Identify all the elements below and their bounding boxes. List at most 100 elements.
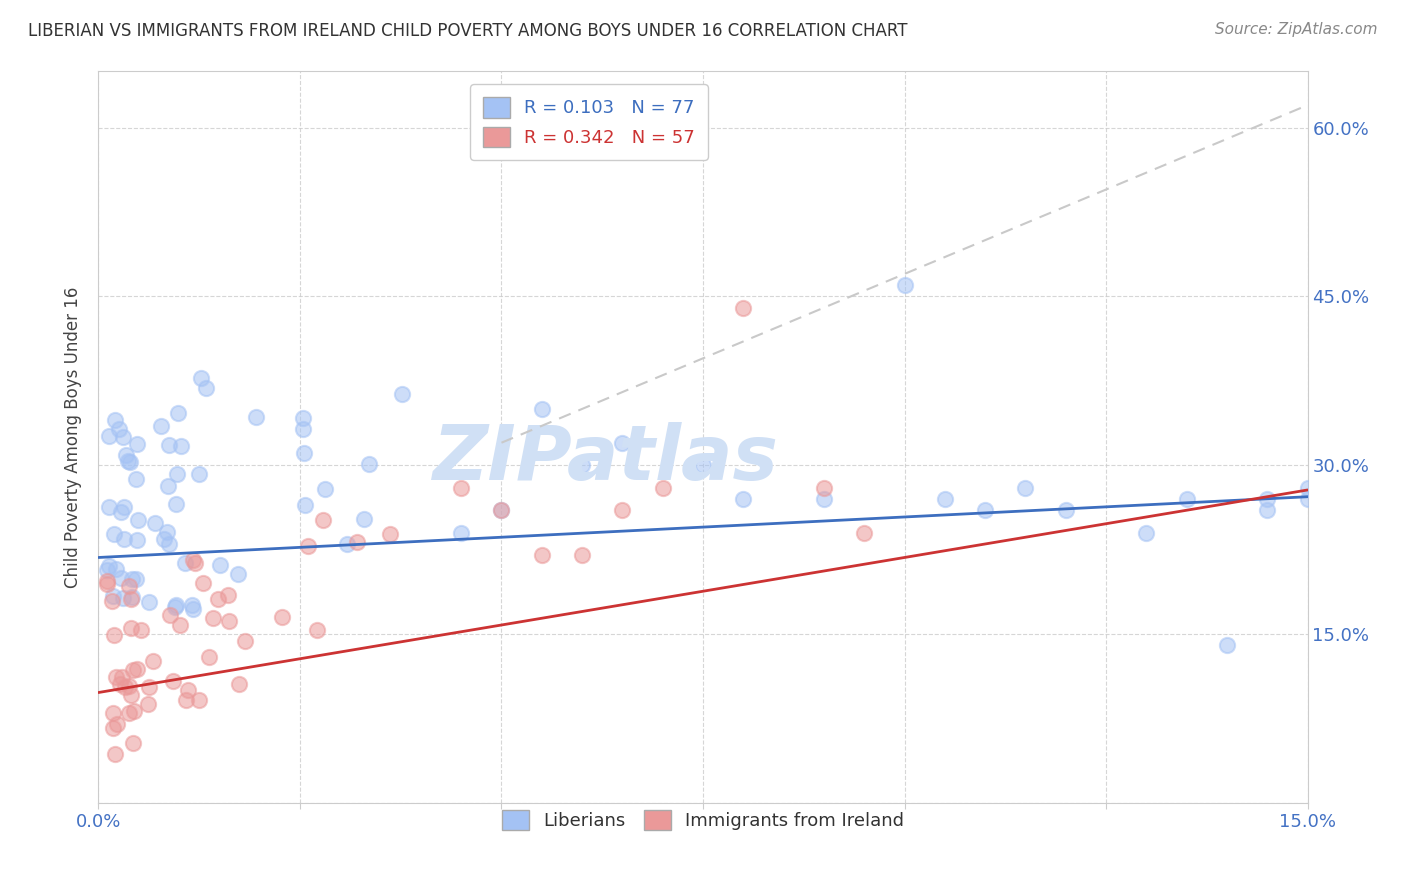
Point bbox=[813, 481, 835, 495]
Point bbox=[314, 483, 336, 497]
Point bbox=[157, 537, 180, 551]
Point bbox=[530, 548, 553, 562]
Point bbox=[195, 381, 218, 395]
Point bbox=[530, 401, 553, 416]
Point bbox=[103, 527, 125, 541]
Point bbox=[853, 525, 876, 540]
Point bbox=[127, 436, 149, 450]
Point bbox=[177, 683, 200, 698]
Point bbox=[450, 525, 472, 540]
Point bbox=[305, 624, 328, 638]
Point bbox=[143, 516, 166, 531]
Point bbox=[108, 677, 131, 691]
Point bbox=[136, 697, 159, 711]
Point bbox=[97, 558, 120, 573]
Point bbox=[96, 577, 118, 591]
Point bbox=[121, 663, 143, 677]
Point bbox=[450, 481, 472, 495]
Point bbox=[380, 526, 402, 541]
Point bbox=[103, 706, 125, 720]
Point bbox=[813, 491, 835, 506]
Point bbox=[491, 503, 513, 517]
Point bbox=[104, 413, 127, 427]
Point bbox=[156, 525, 179, 540]
Point bbox=[217, 588, 239, 602]
Point bbox=[122, 704, 145, 718]
Point bbox=[107, 422, 129, 436]
Point bbox=[571, 458, 593, 473]
Text: Source: ZipAtlas.com: Source: ZipAtlas.com bbox=[1215, 22, 1378, 37]
Point bbox=[1135, 525, 1157, 540]
Point bbox=[353, 512, 375, 526]
Point bbox=[336, 536, 359, 550]
Point bbox=[110, 505, 132, 519]
Point bbox=[191, 576, 214, 591]
Point bbox=[138, 680, 160, 694]
Point bbox=[165, 599, 187, 614]
Point bbox=[125, 472, 148, 486]
Point bbox=[103, 628, 125, 642]
Point bbox=[297, 540, 319, 554]
Point bbox=[96, 563, 118, 577]
Point bbox=[104, 562, 127, 576]
Point bbox=[1216, 638, 1239, 652]
Point bbox=[291, 422, 314, 436]
Point bbox=[571, 548, 593, 562]
Point bbox=[103, 590, 125, 604]
Point bbox=[121, 573, 143, 587]
Point bbox=[165, 497, 187, 511]
Point bbox=[233, 634, 256, 648]
Legend: Liberians, Immigrants from Ireland: Liberians, Immigrants from Ireland bbox=[495, 803, 911, 838]
Point bbox=[1296, 491, 1319, 506]
Point bbox=[207, 591, 229, 606]
Point bbox=[1014, 481, 1036, 495]
Point bbox=[111, 591, 134, 605]
Point bbox=[357, 457, 380, 471]
Point bbox=[97, 429, 120, 443]
Point bbox=[117, 453, 139, 467]
Point bbox=[391, 387, 413, 401]
Point bbox=[157, 438, 180, 452]
Point bbox=[1296, 481, 1319, 495]
Point bbox=[202, 611, 225, 625]
Point bbox=[167, 406, 190, 420]
Point bbox=[96, 574, 118, 588]
Point bbox=[118, 454, 141, 468]
Point bbox=[118, 706, 141, 721]
Point bbox=[733, 491, 755, 506]
Point bbox=[125, 533, 148, 547]
Point bbox=[110, 571, 132, 585]
Point bbox=[121, 590, 143, 604]
Point bbox=[294, 446, 316, 460]
Point bbox=[692, 458, 714, 473]
Point bbox=[312, 513, 335, 527]
Point bbox=[120, 592, 142, 607]
Point bbox=[125, 572, 148, 586]
Point bbox=[129, 623, 152, 637]
Point bbox=[159, 607, 181, 622]
Point bbox=[107, 717, 129, 731]
Point bbox=[112, 533, 135, 547]
Point bbox=[142, 654, 165, 668]
Point bbox=[893, 278, 915, 293]
Point bbox=[120, 688, 142, 702]
Point bbox=[183, 553, 205, 567]
Point bbox=[138, 595, 160, 609]
Point bbox=[174, 693, 197, 707]
Point bbox=[245, 410, 267, 425]
Point bbox=[934, 491, 956, 506]
Point bbox=[127, 662, 149, 676]
Point bbox=[118, 679, 141, 693]
Point bbox=[181, 602, 204, 616]
Point bbox=[294, 498, 316, 512]
Text: ZIPatlas: ZIPatlas bbox=[433, 422, 779, 496]
Point bbox=[162, 674, 184, 689]
Point bbox=[101, 594, 124, 608]
Point bbox=[149, 418, 172, 433]
Point bbox=[190, 371, 212, 385]
Point bbox=[612, 503, 634, 517]
Point bbox=[170, 439, 193, 453]
Point bbox=[157, 479, 180, 493]
Point bbox=[97, 500, 120, 514]
Point bbox=[218, 614, 240, 628]
